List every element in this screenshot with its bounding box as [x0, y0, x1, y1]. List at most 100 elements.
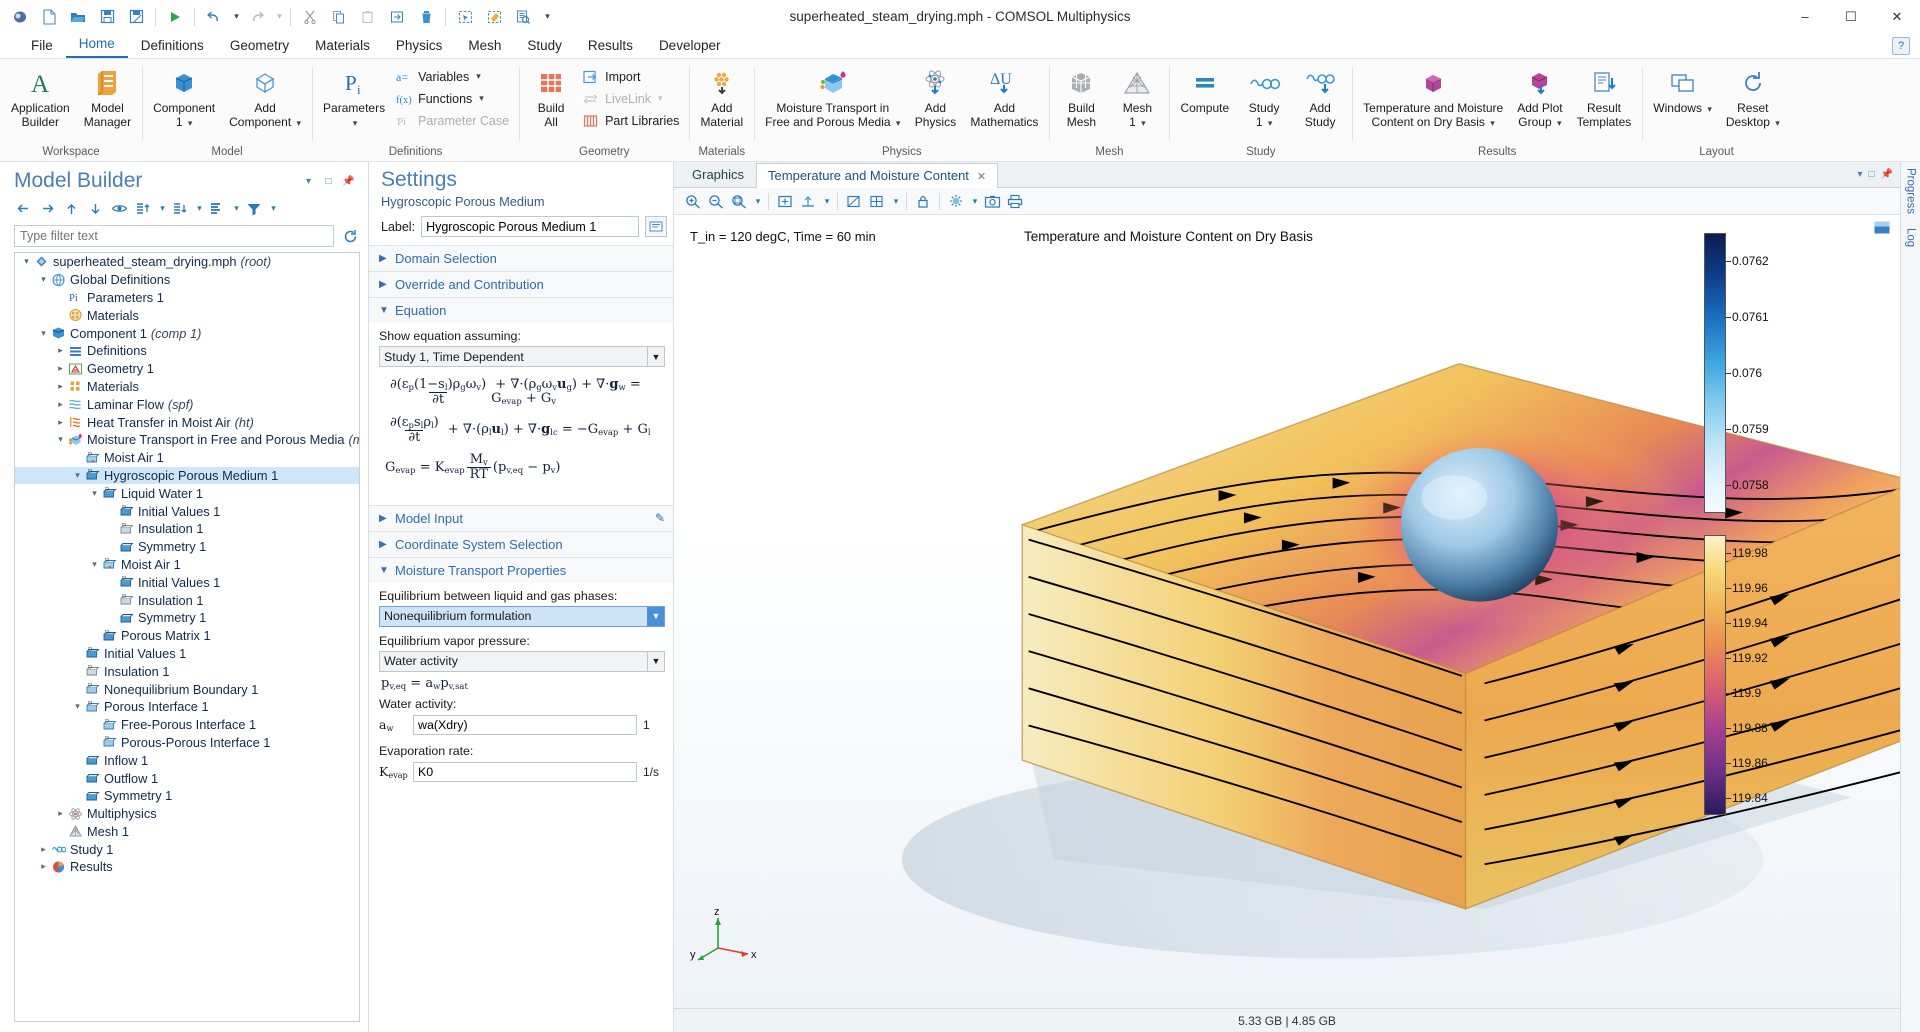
delete-icon[interactable] [412, 4, 440, 30]
expand-tree-icon[interactable] [132, 198, 154, 219]
import-button[interactable]: Import [579, 66, 685, 87]
tree-node-moist-air-1[interactable]: ▾ D Moist Air 1 [15, 556, 359, 574]
windows-button[interactable]: Windows ▾ [1646, 64, 1719, 119]
tree-node-moisture-transport-in-free-and-porous-media[interactable]: ▾ Moisture Transport in Free and Porous M… [15, 431, 359, 449]
tree-node-initial-values-1[interactable]: D Initial Values 1 [15, 502, 359, 520]
chevron-right-icon[interactable]: ▸ [58, 380, 63, 391]
variables-button[interactable]: a= Variables ▾ [395, 69, 481, 84]
tree-node-porous-matrix-1[interactable]: D Porous Matrix 1 [15, 627, 359, 645]
panel-pin-icon[interactable]: 📌 [342, 175, 355, 187]
select-all-icon[interactable] [451, 4, 479, 30]
functions-button[interactable]: f(x) Functions ▾ [395, 91, 484, 106]
help-button[interactable]: ? [1892, 37, 1910, 55]
graphics-canvas[interactable]: T_in = 120 degC, Time = 60 min Temperatu… [674, 215, 1900, 1008]
chevron-down-icon[interactable]: ▾ [92, 558, 97, 569]
add-plot-group-button[interactable]: Add Plot Group ▾ [1510, 64, 1569, 132]
chevron-down-icon[interactable]: ▾ [58, 434, 63, 445]
inspect-icon[interactable] [509, 4, 537, 30]
menu-item-developer[interactable]: Developer [658, 38, 721, 53]
menu-item-home[interactable]: Home [65, 33, 128, 58]
undo-icon[interactable] [200, 4, 228, 30]
tree-node-initial-values-1[interactable]: D Initial Values 1 [15, 573, 359, 591]
menu-item-study[interactable]: Study [527, 38, 562, 53]
mesh-1-button[interactable]: Mesh 1 ▾ [1109, 64, 1165, 132]
zoom-in-icon[interactable] [682, 191, 704, 212]
wireframe-icon[interactable] [866, 191, 888, 212]
filter-dropdown-icon[interactable]: ▾ [271, 203, 276, 213]
temperature-moisture-plot-button[interactable]: Temperature and Moisture Content on Dry B… [1356, 64, 1510, 132]
filter-icon[interactable] [243, 198, 265, 219]
menu-item-file[interactable]: File [31, 38, 53, 53]
collapse-tree-icon[interactable] [169, 198, 191, 219]
section-coordinate-system[interactable]: ▶ Coordinate System Selection [369, 530, 673, 557]
tree-node-insulation-1[interactable]: D Insulation 1 [15, 520, 359, 538]
tree-node-liquid-water-1[interactable]: ▾ D Liquid Water 1 [15, 484, 359, 502]
scene-dropdown-icon[interactable]: ▾ [972, 195, 978, 206]
add-physics-button[interactable]: Add Physics [907, 64, 963, 131]
scene-light-icon[interactable] [945, 191, 967, 212]
tab-temperature-moisture[interactable]: Temperature and Moisture Content ✕ [756, 163, 999, 188]
chevron-right-icon[interactable]: ▸ [58, 416, 63, 427]
tree-node-mesh-1[interactable]: Mesh 1 [15, 823, 359, 841]
list-dropdown-icon[interactable]: ▾ [234, 203, 239, 213]
tree-node-definitions[interactable]: ▸ Definitions [15, 342, 359, 360]
panel-pin-icon[interactable]: 📌 [1880, 169, 1893, 180]
component-1-button[interactable]: Component 1 ▾ [146, 64, 222, 132]
tree-node-nonequilibrium-boundary-1[interactable]: D Nonequilibrium Boundary 1 [15, 680, 359, 698]
3d-plot-scene[interactable] [674, 215, 1900, 1008]
print-icon[interactable] [1004, 191, 1026, 212]
tree-node-materials[interactable]: ▸ Materials [15, 378, 359, 396]
chevron-right-icon[interactable]: ▸ [58, 345, 63, 356]
model-tree[interactable]: ▾ superheated_steam_drying.mph (root) ▾ Glob… [14, 252, 360, 1022]
image-snapshot-icon[interactable] [981, 191, 1003, 212]
zoom-extents-icon[interactable] [728, 191, 750, 212]
filter-input[interactable] [14, 225, 334, 247]
tree-node-porous-interface-1[interactable]: ▾ D Porous Interface 1 [15, 698, 359, 716]
tree-node-symmetry-1[interactable]: Symmetry 1 [15, 538, 359, 556]
chevron-right-icon[interactable]: ▸ [41, 843, 46, 854]
compute-button[interactable]: Compute [1173, 64, 1236, 118]
tree-node-multiphysics[interactable]: ▸ Multiphysics [15, 805, 359, 823]
list-icon[interactable] [206, 198, 228, 219]
tree-node-study-1[interactable]: ▸ Study 1 [15, 840, 359, 858]
tree-node-materials[interactable]: Materials [15, 306, 359, 324]
menu-item-geometry[interactable]: Geometry [229, 38, 290, 53]
water-activity-input[interactable] [413, 714, 637, 735]
tab-graphics[interactable]: Graphics [680, 162, 756, 187]
tree-node-initial-values-1[interactable]: D Initial Values 1 [15, 645, 359, 663]
close-icon[interactable]: ✕ [976, 171, 987, 183]
tree-node-laminar-flow[interactable]: ▸ Laminar Flow (spf) [15, 395, 359, 413]
chevron-down-icon[interactable]: ▾ [41, 274, 46, 285]
tree-node-geometry-1[interactable]: ▸ Geometry 1 [15, 360, 359, 378]
log-tab[interactable]: Log [1904, 228, 1917, 248]
menu-item-physics[interactable]: Physics [395, 38, 443, 53]
equation-study-select[interactable]: Study 1, Time Dependent ▼ [379, 346, 665, 367]
add-material-button[interactable]: Add Material [693, 64, 750, 131]
tree-node-parameters-1[interactable]: Pi Parameters 1 [15, 289, 359, 307]
highlight-icon[interactable] [480, 4, 508, 30]
chevron-right-icon[interactable]: ▸ [58, 808, 63, 819]
tree-node-insulation-1[interactable]: D Insulation 1 [15, 662, 359, 680]
build-mesh-button[interactable]: Build Mesh [1053, 64, 1109, 131]
run-icon[interactable] [161, 4, 189, 30]
chevron-down-icon[interactable]: ▾ [75, 701, 80, 712]
add-component-button[interactable]: Add Component ▾ [222, 64, 308, 132]
redo-icon[interactable] [243, 4, 271, 30]
panel-dropdown-icon[interactable]: ▾ [305, 175, 312, 187]
minimize-button[interactable]: – [1801, 9, 1809, 24]
close-button[interactable]: ✕ [1891, 8, 1903, 24]
orientation-icon[interactable] [797, 191, 819, 212]
add-study-button[interactable]: Add Study [1292, 64, 1348, 131]
paste-icon[interactable] [354, 4, 382, 30]
result-templates-button[interactable]: Result Templates [1570, 64, 1639, 131]
show-hide-icon[interactable] [108, 198, 130, 219]
chevron-right-icon[interactable]: ▸ [58, 363, 63, 374]
tree-node-component-1[interactable]: ▾ Component 1 (comp 1) [15, 324, 359, 342]
tree-node-moist-air-1[interactable]: D Moist Air 1 [15, 449, 359, 467]
transparency-icon[interactable] [843, 191, 865, 212]
maximize-button[interactable]: ☐ [1845, 8, 1857, 24]
tree-node-insulation-1[interactable]: D Insulation 1 [15, 591, 359, 609]
chevron-right-icon[interactable]: ▸ [41, 861, 46, 872]
menu-item-definitions[interactable]: Definitions [140, 38, 204, 53]
